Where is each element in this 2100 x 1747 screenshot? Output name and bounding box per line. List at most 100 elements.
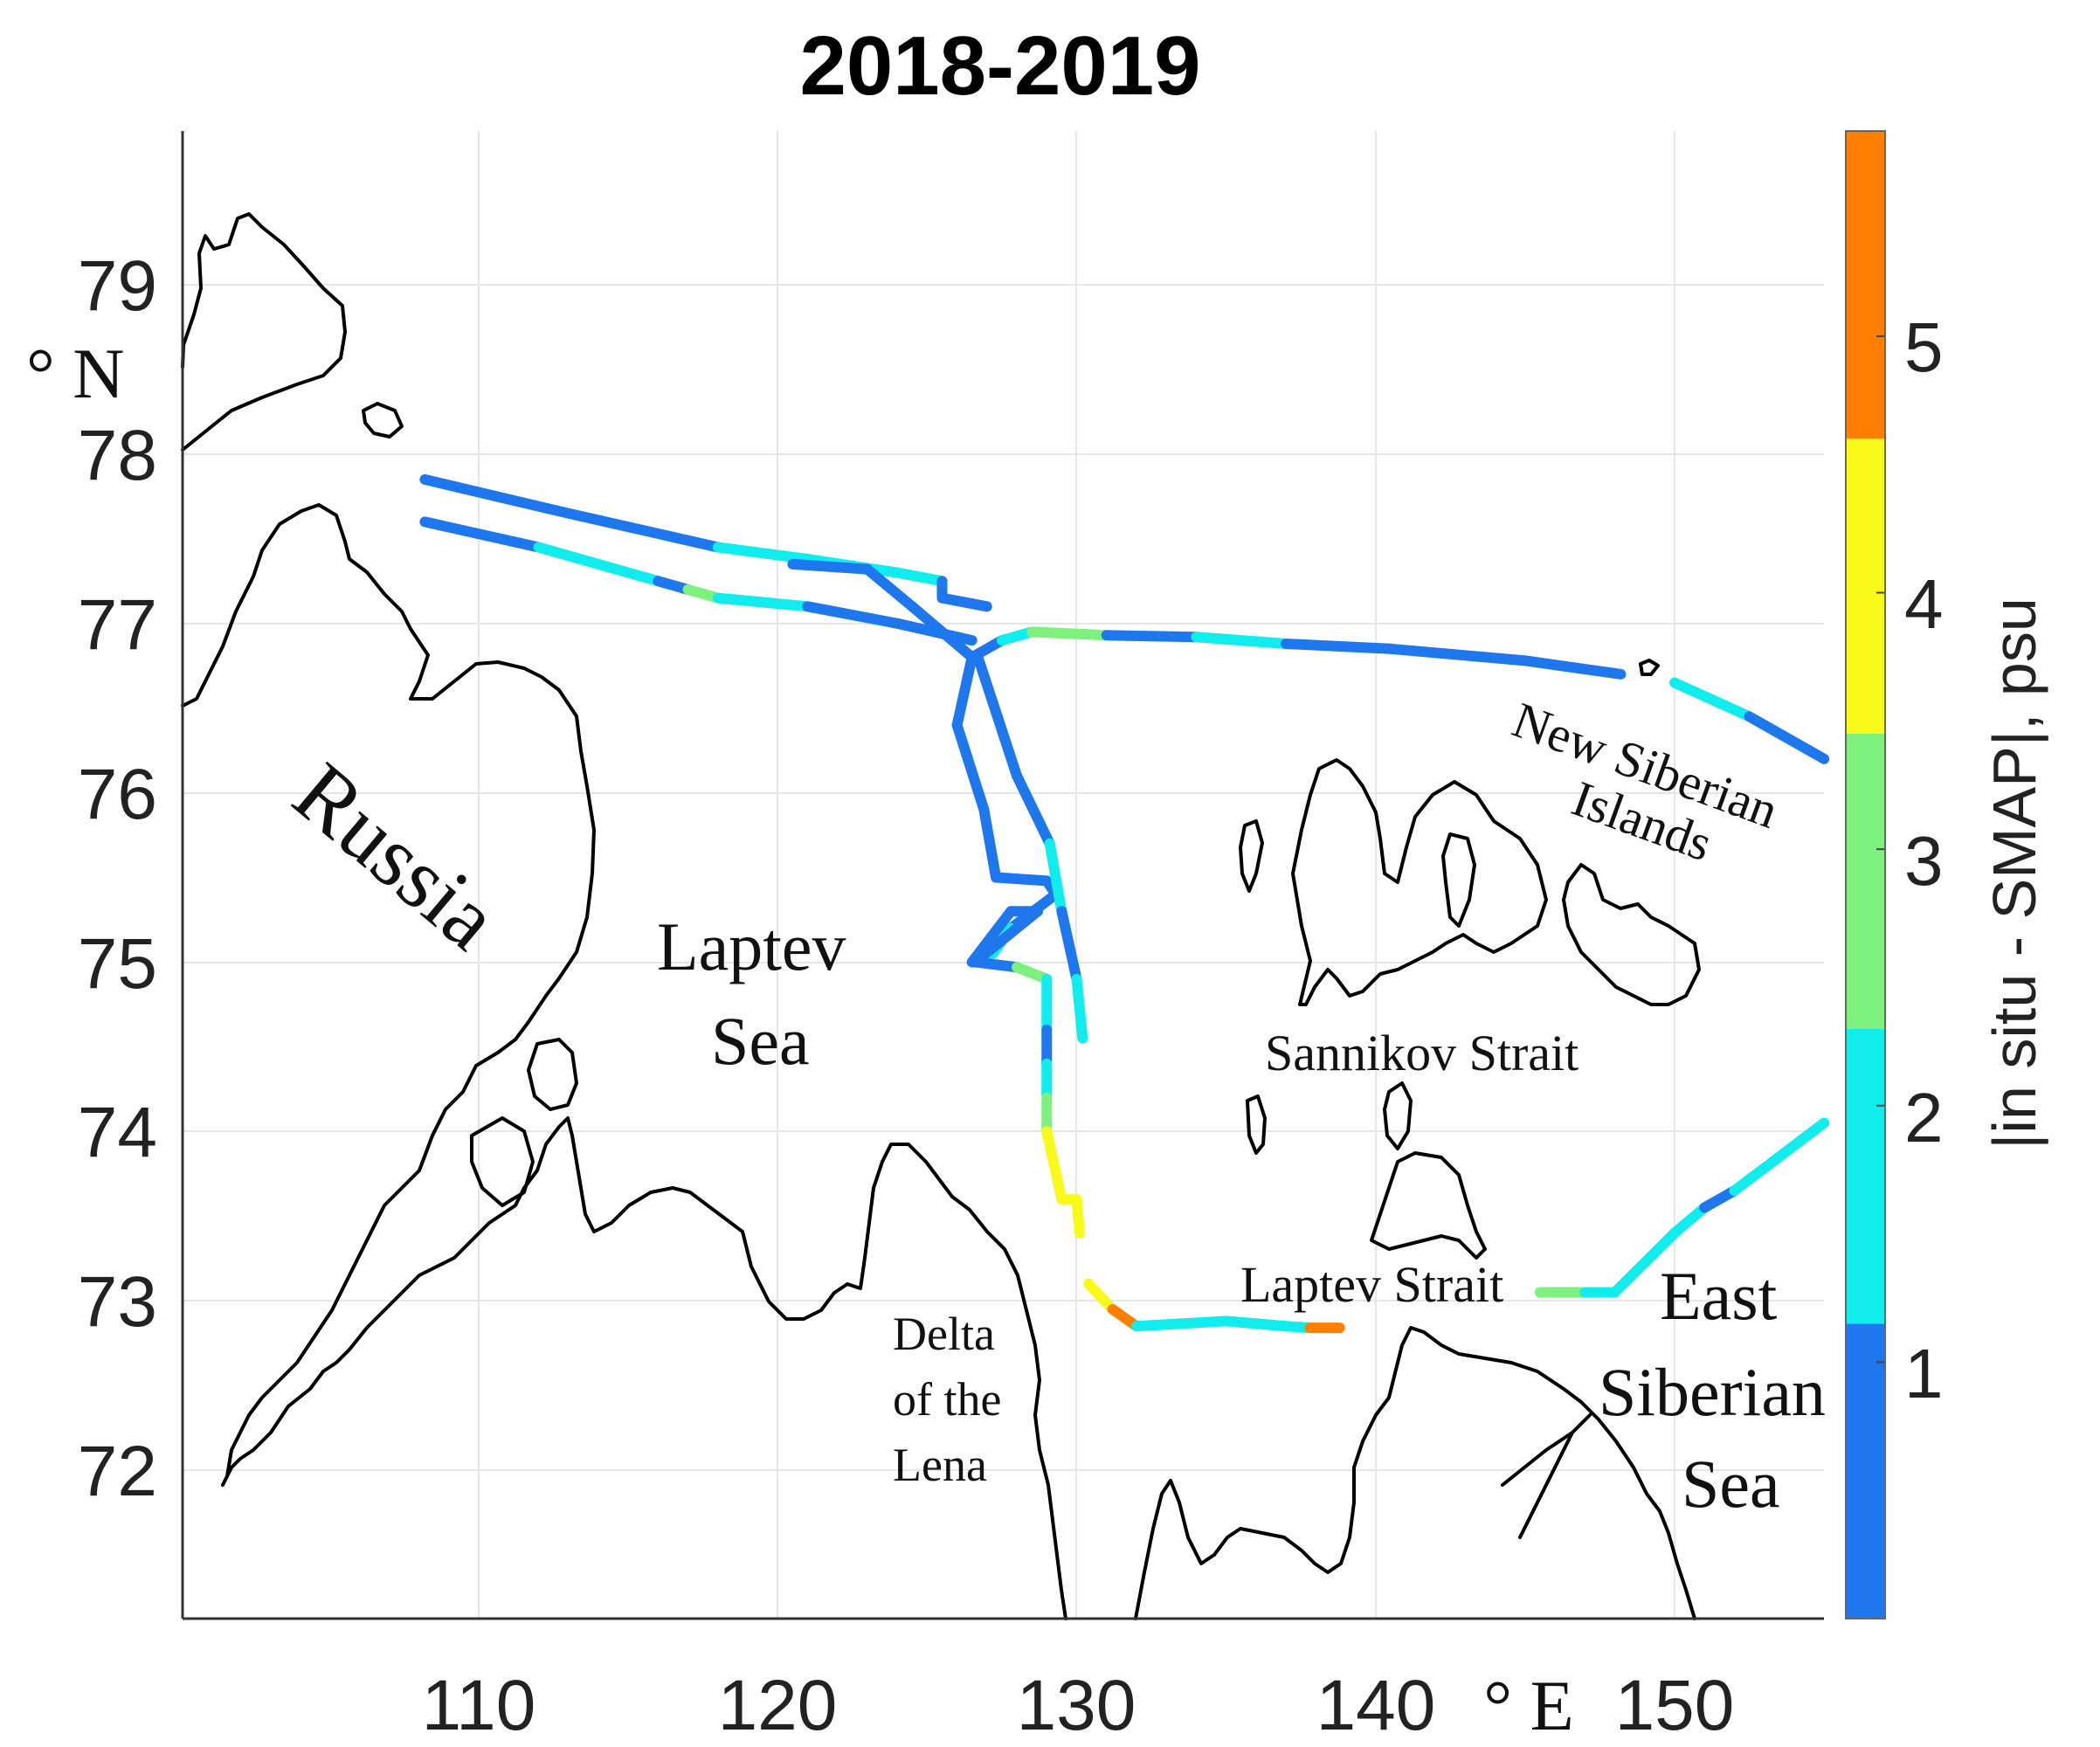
track-segment xyxy=(970,906,1044,968)
y-tick-label: 76 xyxy=(78,755,157,834)
track-south-loop xyxy=(951,652,1061,1035)
colorbar-tick-label: 1 xyxy=(1904,1335,1944,1412)
track-west-north xyxy=(419,473,992,612)
colorbar-label: |in situ - SMAP|, psu xyxy=(1980,597,2048,1150)
track-segment xyxy=(533,542,664,587)
colorbar-tick-label: 2 xyxy=(1904,1079,1944,1157)
track-segment xyxy=(1385,643,1530,666)
track-segment xyxy=(1699,1185,1740,1213)
colorbar-tick-label: 5 xyxy=(1904,308,1944,386)
track-segment xyxy=(1744,711,1830,764)
colorbar-tick-label: 3 xyxy=(1904,822,1944,900)
y-tick-label: 75 xyxy=(78,924,157,1004)
track-segment xyxy=(1669,677,1755,722)
colorbar-bin xyxy=(1846,734,1885,1029)
label-lena-delta-line1: Delta xyxy=(893,1308,995,1360)
track-east xyxy=(966,626,1627,680)
colorbar-bin xyxy=(1846,131,1885,439)
track-segment xyxy=(1044,838,1067,917)
chart-title: 2018-2019 xyxy=(799,19,1200,113)
track-segment xyxy=(1669,1202,1710,1239)
y-axis-ticks: 72 73 74 75 76 77 78 79 xyxy=(78,246,157,1511)
track-segment xyxy=(861,563,918,612)
y-tick-label: 73 xyxy=(78,1262,157,1342)
x-tick-label: 130 xyxy=(1017,1666,1136,1745)
y-tick-label: 74 xyxy=(78,1093,157,1172)
track-segment xyxy=(936,592,992,612)
colorbar-ticks: 1 2 3 4 5 xyxy=(1904,308,1944,1412)
coast-stolbovoy xyxy=(1246,1094,1267,1155)
x-axis-unit: ° E xyxy=(1483,1666,1573,1745)
track-segment xyxy=(1012,962,1053,984)
track-segment xyxy=(907,601,977,663)
track-segment xyxy=(951,652,977,731)
track-segment xyxy=(1056,906,1082,984)
track-segment xyxy=(951,720,990,815)
track-segment xyxy=(712,592,813,612)
colorbar xyxy=(1845,130,1886,1619)
coast-taymyr xyxy=(181,503,1067,1620)
track-laptev-strait xyxy=(1083,1278,1345,1334)
track-west-south xyxy=(419,516,977,646)
track-loop-east xyxy=(972,652,1088,1044)
track-segment xyxy=(978,804,1002,883)
coast-lyakhovsky xyxy=(1370,1151,1487,1260)
label-laptev-sea-line1: Laptev xyxy=(657,908,846,984)
coast-faddeyev xyxy=(1562,863,1701,1006)
x-tick-label: 140 xyxy=(1316,1666,1436,1745)
label-laptev-sea-line2: Sea xyxy=(711,1003,810,1079)
track-segment xyxy=(1220,1315,1292,1332)
track-segment xyxy=(712,542,813,565)
label-east-siberian-line3: Sea xyxy=(1682,1446,1780,1522)
coast-islet-a xyxy=(362,402,404,438)
track-segment xyxy=(1130,1315,1232,1332)
track-segment xyxy=(419,473,574,519)
coast-belkovsky xyxy=(1239,819,1264,893)
y-axis-unit: ° N xyxy=(26,334,125,413)
label-russia: Russia xyxy=(276,744,517,968)
y-tick-label: 78 xyxy=(78,416,157,495)
coast-kotelny xyxy=(1291,758,1548,1006)
coast-severnaya-zemlya xyxy=(181,212,347,452)
y-tick-label: 72 xyxy=(78,1432,157,1511)
track-segment xyxy=(1281,638,1396,654)
label-lena-delta-line3: Lena xyxy=(893,1439,987,1491)
coast-chukotka-spit xyxy=(1501,1413,1592,1539)
track-south xyxy=(1041,1024,1085,1239)
colorbar-bin xyxy=(1846,1028,1885,1324)
y-tick-label: 77 xyxy=(78,585,157,665)
coastlines xyxy=(181,212,1701,1620)
track-segment xyxy=(1083,1278,1118,1315)
x-tick-label: 150 xyxy=(1615,1666,1735,1745)
track-segment xyxy=(970,956,1023,973)
coast-inner-lake xyxy=(527,1038,578,1111)
track-segment xyxy=(1071,973,1088,1044)
track-segment xyxy=(802,601,903,629)
track-segment xyxy=(991,872,1053,887)
track-segment xyxy=(1191,632,1292,649)
track-segment xyxy=(787,558,873,575)
track-segment xyxy=(419,516,544,553)
track-segment xyxy=(1012,770,1055,849)
colorbar-bin xyxy=(1846,438,1885,735)
track-diagonal xyxy=(787,558,977,663)
track-east-siberian xyxy=(1534,1117,1830,1298)
coast-bolshoy-lyakhovsky xyxy=(1383,1081,1413,1150)
track-segment xyxy=(892,567,948,587)
track-segment xyxy=(972,652,1023,782)
colorbar-tick-label: 4 xyxy=(1904,565,1944,643)
track-segment xyxy=(1609,1227,1680,1298)
track-segment xyxy=(1519,655,1627,680)
coast-bay xyxy=(470,1116,535,1207)
label-east-siberian-line2: Siberian xyxy=(1599,1354,1826,1430)
track-segment xyxy=(1071,1193,1085,1239)
coast-islet-de-long xyxy=(1639,659,1660,676)
label-lena-delta-line2: of the xyxy=(893,1373,1001,1426)
track-segment xyxy=(1026,626,1112,641)
track-far-east xyxy=(1669,677,1830,764)
x-axis-ticks: 110 120 130 140 150 xyxy=(422,1666,1735,1745)
track-segment xyxy=(563,508,723,553)
label-east-siberian-line1: East xyxy=(1660,1258,1778,1334)
x-tick-label: 110 xyxy=(422,1666,536,1745)
